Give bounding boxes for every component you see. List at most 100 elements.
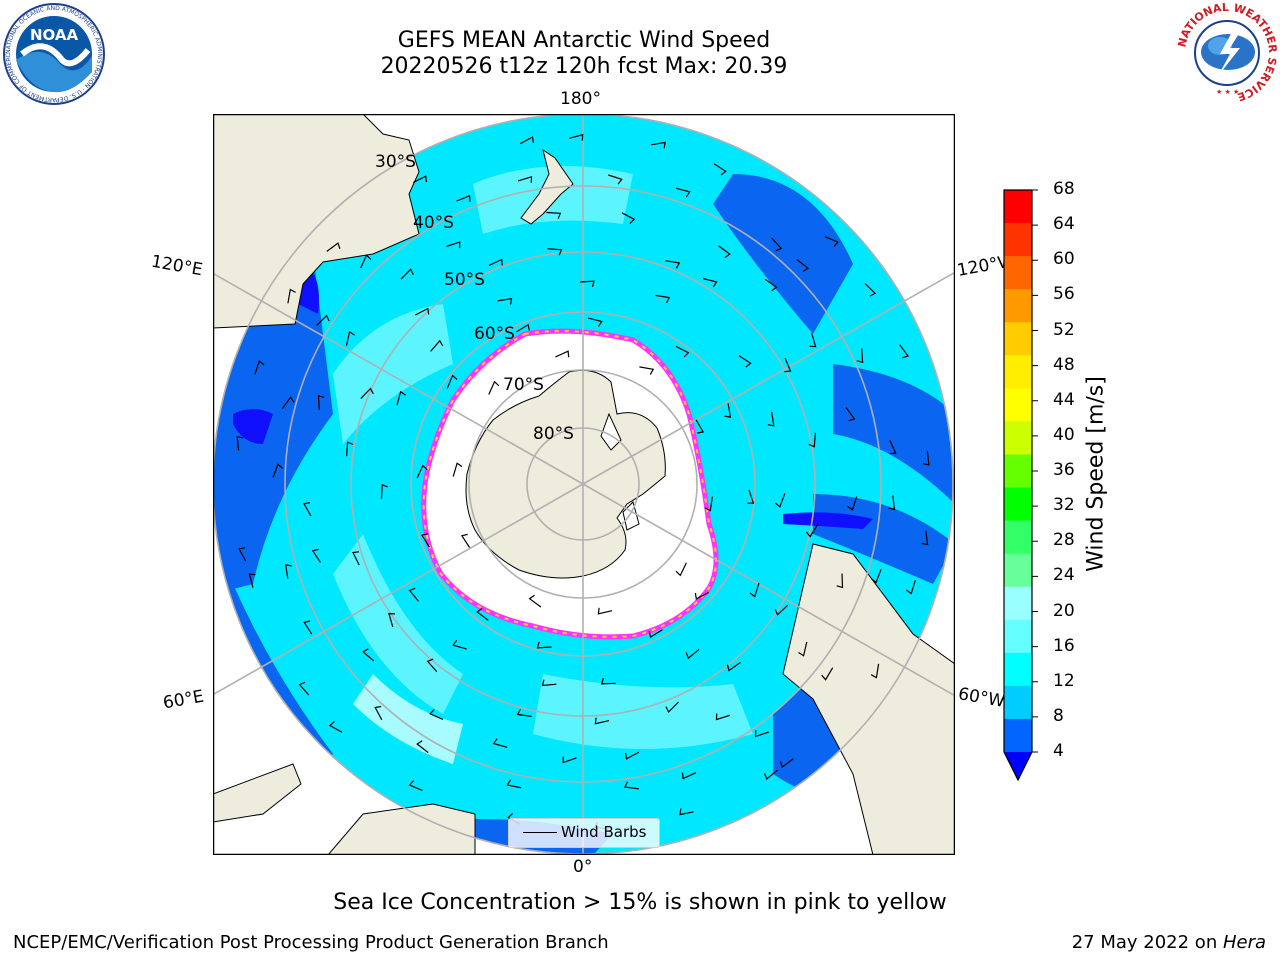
wind-barb — [639, 366, 655, 375]
wind-barb — [416, 464, 428, 479]
wind-barb — [541, 679, 557, 687]
wind-barb — [316, 314, 330, 326]
colorbar-tick-label: 36 — [1053, 460, 1075, 480]
wind-barb — [547, 248, 563, 256]
colorbar-swatch — [1004, 256, 1032, 290]
colorbar-swatch — [1004, 421, 1032, 455]
wind-barb — [311, 548, 322, 563]
wind-barb — [798, 641, 808, 657]
wind-barb — [779, 758, 794, 768]
wind-barb — [420, 533, 430, 548]
wind-barb — [345, 330, 356, 346]
wind-barb — [704, 496, 713, 512]
colorbar-swatch — [1004, 586, 1032, 621]
wind-barb — [597, 607, 613, 615]
svg-text:★ ★ ★: ★ ★ ★ — [1216, 88, 1239, 96]
wind-barb — [360, 254, 372, 269]
wind-barb — [328, 721, 343, 733]
wind-barb — [400, 268, 414, 280]
colorbar-swatch — [1004, 388, 1032, 422]
colorbar-swatch — [1004, 190, 1032, 224]
wind-barb — [555, 350, 570, 358]
wind-barb — [236, 435, 244, 451]
wind-barb — [536, 641, 552, 649]
colorbar-tick-label: 28 — [1053, 530, 1075, 551]
legend-label: Wind Barbs — [561, 823, 647, 841]
wind-barb — [515, 323, 530, 333]
wind-barb — [648, 629, 663, 638]
sea-ice-note: Sea Ice Concentration > 15% is shown in … — [333, 890, 947, 915]
wind-barb — [452, 462, 463, 477]
wind-barb — [784, 357, 792, 373]
wind-barb — [408, 780, 423, 792]
wind-barb — [665, 260, 681, 269]
wind-barb — [889, 440, 897, 455]
wind-barb — [396, 390, 406, 406]
wind-barb — [238, 547, 247, 562]
wind-barb — [346, 441, 354, 457]
wind-barb — [809, 333, 817, 348]
colorbar-swatches — [1004, 190, 1032, 780]
colorbar-swatch — [1004, 289, 1032, 323]
wind-barb — [600, 678, 616, 685]
wind-barb — [870, 663, 880, 679]
wind-barb — [796, 259, 810, 273]
colorbar-tick-label: 60 — [1053, 249, 1075, 270]
lat-label-50s: 50°S — [444, 270, 485, 290]
wind-barb — [621, 212, 636, 224]
wind-barb — [460, 533, 471, 548]
wind-barb — [608, 174, 623, 185]
wind-barb — [569, 133, 584, 141]
wind-barb — [517, 175, 533, 183]
wind-barb — [824, 236, 839, 247]
lat-label-30s: 30°S — [375, 152, 416, 172]
wind-barb — [623, 781, 639, 790]
wind-barb — [303, 502, 312, 517]
colorbar-swatch — [1004, 685, 1032, 720]
wind-barb — [685, 648, 700, 660]
wind-barb — [679, 808, 694, 816]
wind-barb — [506, 779, 522, 789]
wind-barb — [767, 411, 775, 427]
colorbar-tick-label: 24 — [1053, 565, 1075, 586]
wind-barb — [362, 648, 375, 662]
map-panel — [212, 113, 956, 856]
wind-barb — [374, 705, 383, 721]
colorbar-tick-label: 68 — [1053, 179, 1075, 199]
credit-machine: Hera — [1222, 932, 1266, 953]
wind-barb — [681, 772, 697, 780]
wind-barb — [847, 496, 858, 511]
wind-barb — [426, 658, 438, 673]
wind-barb — [921, 530, 929, 546]
lon-label-180: 180° — [560, 89, 601, 109]
colorbar-swatch — [1004, 652, 1032, 687]
wind-barb — [665, 701, 679, 714]
wind-barb — [360, 387, 374, 400]
lat-label-40s: 40°S — [413, 213, 454, 233]
noaa-logo: NATIONAL OCEANIC AND ATMOSPHERIC ADMINIS… — [2, 2, 105, 105]
wind-barb — [497, 297, 513, 305]
colorbar-tick-label: 32 — [1053, 495, 1075, 516]
wind-barb — [546, 211, 562, 220]
wind-barb — [676, 187, 691, 198]
colorbar-tick-label: 56 — [1053, 284, 1075, 305]
wind-barb — [446, 241, 461, 249]
colorbar-tick-label: 44 — [1053, 389, 1075, 410]
wind-barb — [747, 489, 755, 504]
wind-barb — [808, 432, 816, 448]
wind-barb — [871, 569, 882, 584]
wind-barb — [713, 163, 727, 176]
wind-barb — [488, 380, 500, 395]
wind-barb — [754, 730, 770, 738]
wind-barb — [715, 713, 731, 721]
wind-barb — [805, 524, 819, 538]
wind-barb — [702, 277, 718, 288]
wind-barb — [284, 564, 292, 579]
nws-logo: NATIONAL WEATHER SERVICE ★ ★ ★ — [1176, 2, 1278, 104]
wind-barb — [864, 283, 877, 297]
wind-barb — [580, 280, 595, 288]
wind-barb — [429, 708, 444, 721]
wind-barb — [476, 608, 489, 621]
wind-barb — [303, 620, 313, 635]
wind-barb-legend-line — [523, 832, 557, 833]
